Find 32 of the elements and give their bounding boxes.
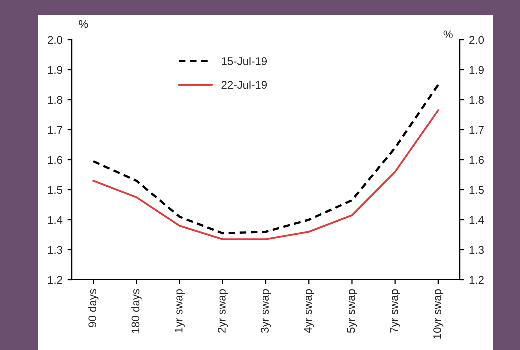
y-tick-label: 1.4 — [48, 216, 63, 224]
y-tick-label: 1.7 — [48, 126, 62, 134]
y2-tick-label: 2.0 — [470, 36, 484, 44]
y-tick-label: 2.0 — [48, 36, 63, 44]
y2-tick-label: 1.5 — [470, 186, 484, 194]
y2-tick-label: 1.6 — [470, 156, 484, 164]
y-tick-label: 1.3 — [48, 246, 62, 254]
x-tick-label: 7yr swap — [390, 289, 401, 333]
y2-tick-label: 1.2 — [470, 276, 484, 284]
x-tick-label: 10yr swap — [434, 289, 444, 339]
y-tick-label: 1.5 — [48, 186, 63, 194]
x-tick-label: 180 days — [131, 289, 142, 334]
x-tick-label: 4yr swap — [304, 289, 314, 334]
x-tick-label: 1yr swap — [175, 289, 185, 333]
line-series — [92, 110, 440, 240]
x-tick-label: 90 days — [88, 289, 99, 328]
y2-tick-label: 1.3 — [470, 246, 484, 254]
x-tick-label: 2yr swap — [218, 289, 228, 333]
x-tick-label: 5yr swap — [347, 289, 358, 334]
y2-tick-label: 1.8 — [470, 96, 484, 104]
y2-tick-label: 1.7 — [470, 126, 484, 134]
x-tick-label: 3yr swap — [261, 289, 272, 334]
y2-tick-label: 1.9 — [470, 66, 484, 74]
legend-label: 22-Jul-19 — [222, 80, 268, 90]
y-tick-label: 1.6 — [48, 156, 62, 164]
legend-label: 15-Jul-19 — [222, 57, 268, 66]
y-tick-label: 1.2 — [48, 276, 62, 284]
y2-axis-title: % — [444, 30, 453, 39]
y-tick-label: 1.8 — [48, 96, 62, 104]
y-tick-label: 1.9 — [48, 66, 62, 74]
y2-tick-label: 1.4 — [470, 216, 484, 224]
y-axis-title: % — [79, 20, 88, 28]
